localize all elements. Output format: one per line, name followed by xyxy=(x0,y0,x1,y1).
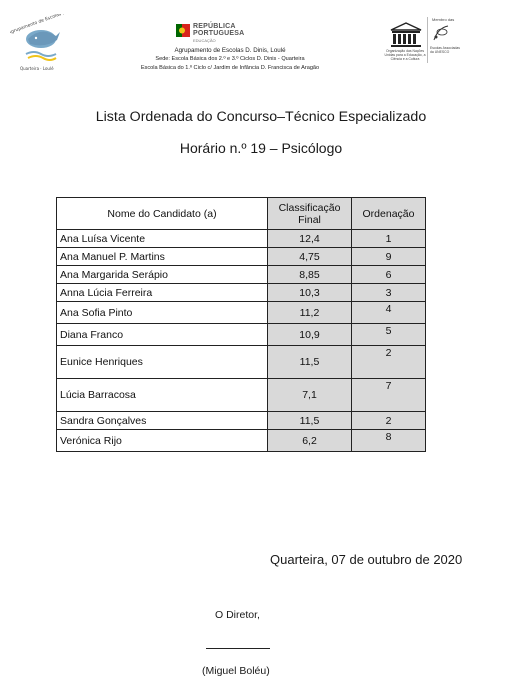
asp-text: Escolas Associadas da UNESCO xyxy=(430,46,460,54)
candidate-name: Lúcia Barracosa xyxy=(56,378,268,412)
candidate-name: Ana Margarida Serápio xyxy=(56,265,268,284)
table-row: Verónica Rijo 6,2 8 xyxy=(56,429,426,452)
svg-text:Quarteira · Loulé: Quarteira · Loulé xyxy=(20,66,54,71)
signatory-role: O Diretor, xyxy=(215,609,260,621)
signature-line xyxy=(206,648,270,649)
candidate-order: 1 xyxy=(351,229,426,248)
school-name: Agrupamento de Escolas D. Dinis, Loulé xyxy=(174,47,286,54)
page-subtitle: Horário n.º 19 – Psicólogo xyxy=(179,140,343,156)
table-row: Ana Luísa Vicente 12,4 1 xyxy=(56,229,426,248)
header-divider xyxy=(427,17,428,63)
candidate-order: 5 xyxy=(351,323,426,346)
candidate-order: 2 xyxy=(351,345,426,379)
candidate-score: 11,5 xyxy=(267,411,352,430)
candidate-score: 8,85 xyxy=(267,265,352,284)
table-row: Diana Franco 10,9 5 xyxy=(56,323,426,346)
table-row: Ana Margarida Serápio 8,85 6 xyxy=(56,265,426,284)
school-logo: Agrupamento de Escolas D. Dinis Quarteir… xyxy=(10,14,72,75)
header-name: Nome do Candidato (a) xyxy=(56,197,268,230)
candidate-name: Diana Franco xyxy=(56,323,268,346)
candidate-name: Ana Sofia Pinto xyxy=(56,301,268,324)
candidate-score: 4,75 xyxy=(267,247,352,266)
asp-network-icon xyxy=(433,25,449,41)
candidate-name: Ana Manuel P. Martins xyxy=(56,247,268,266)
asp-top-text: Membro das xyxy=(432,17,455,22)
candidate-score: 12,4 xyxy=(267,229,352,248)
header-score-line2: Final xyxy=(298,213,321,226)
candidates-table: Nome do Candidato (a) Classificação Fina… xyxy=(56,197,426,452)
school-other: Escola Básica do 1.º Ciclo c/ Jardim de … xyxy=(140,65,320,71)
candidate-name: Ana Luísa Vicente xyxy=(56,229,268,248)
table-row: Sandra Gonçalves 11,5 2 xyxy=(56,411,426,430)
candidate-name: Verónica Rijo xyxy=(56,429,268,452)
page-title: Lista Ordenada do Concurso–Técnico Espec… xyxy=(95,109,427,125)
header-score: Classificação Final xyxy=(267,197,352,230)
candidate-order: 2 xyxy=(351,411,426,430)
table-row: Ana Sofia Pinto 11,2 4 xyxy=(56,301,426,324)
table-row: Lúcia Barracosa 7,1 7 xyxy=(56,378,426,412)
candidate-score: 10,9 xyxy=(267,323,352,346)
header-order: Ordenação xyxy=(351,197,426,230)
table-row: Eunice Henriques 11,5 2 xyxy=(56,345,426,379)
candidate-order: 9 xyxy=(351,247,426,266)
candidate-score: 7,1 xyxy=(267,378,352,412)
candidate-score: 11,5 xyxy=(267,345,352,379)
flag-icon xyxy=(176,24,190,37)
republic-line-1: REPÚBLICA xyxy=(193,23,236,30)
candidate-name: Sandra Gonçalves xyxy=(56,411,268,430)
candidate-order: 8 xyxy=(351,429,426,452)
school-seat: Sede: Escola Básica dos 2.º e 3.º Ciclos… xyxy=(155,56,305,62)
table-header-row: Nome do Candidato (a) Classificação Fina… xyxy=(56,197,426,230)
candidate-order: 7 xyxy=(351,378,426,412)
candidate-name: Anna Lúcia Ferreira xyxy=(56,283,268,302)
candidate-name: Eunice Henriques xyxy=(56,345,268,379)
signatory-name: (Miguel Boléu) xyxy=(202,665,270,677)
table-row: Anna Lúcia Ferreira 10,3 3 xyxy=(56,283,426,302)
candidate-order: 3 xyxy=(351,283,426,302)
place-date: Quarteira, 07 de outubro de 2020 xyxy=(270,552,463,567)
candidate-score: 10,3 xyxy=(267,283,352,302)
candidate-score: 6,2 xyxy=(267,429,352,452)
header-score-line1: Classificação xyxy=(278,201,341,214)
republic-line-3: EDUCAÇÃO xyxy=(193,38,216,43)
unesco-text: Organização das Nações Unidas para a Edu… xyxy=(384,49,426,61)
candidate-order: 6 xyxy=(351,265,426,284)
table-row: Ana Manuel P. Martins 4,75 9 xyxy=(56,247,426,266)
unesco-logo xyxy=(390,22,422,47)
republic-line-2: PORTUGUESA xyxy=(193,30,245,37)
candidate-order: 4 xyxy=(351,301,426,324)
candidate-score: 11,2 xyxy=(267,301,352,324)
